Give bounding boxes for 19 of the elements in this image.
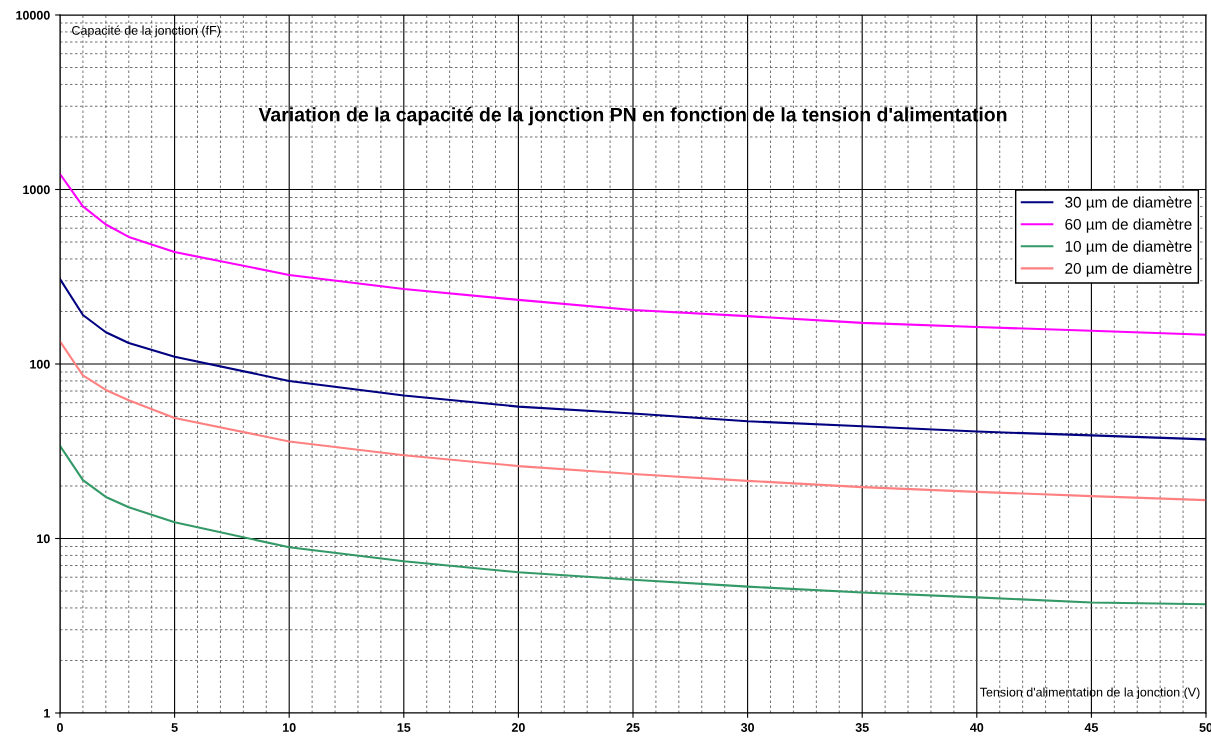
y-tick-label: 10000 xyxy=(16,10,50,20)
x-tick-label: 40 xyxy=(970,723,984,732)
legend-label: 10 µm de diamètre xyxy=(1065,240,1192,255)
x-tick-label: 15 xyxy=(397,723,411,732)
y-tick-label: 1000 xyxy=(23,185,50,195)
x-tick-label: 35 xyxy=(855,723,869,732)
x-tick-label: 25 xyxy=(626,723,640,732)
legend-label: 30 µm de diamètre xyxy=(1065,196,1192,211)
x-tick-label: 0 xyxy=(57,723,63,732)
y-tick-label: 100 xyxy=(30,359,50,369)
x-tick-label: 45 xyxy=(1084,723,1098,732)
x-tick-label: 20 xyxy=(511,723,525,732)
y-tick-label: 10 xyxy=(37,534,50,544)
y-tick-label: 1 xyxy=(44,708,50,718)
x-tick-label: 5 xyxy=(171,723,178,732)
legend-label: 60 µm de diamètre xyxy=(1065,218,1192,233)
x-tick-label: 10 xyxy=(283,723,296,732)
legend-label: 20 µm de diamètre xyxy=(1065,262,1192,277)
x-tick-label: 30 xyxy=(740,723,755,732)
